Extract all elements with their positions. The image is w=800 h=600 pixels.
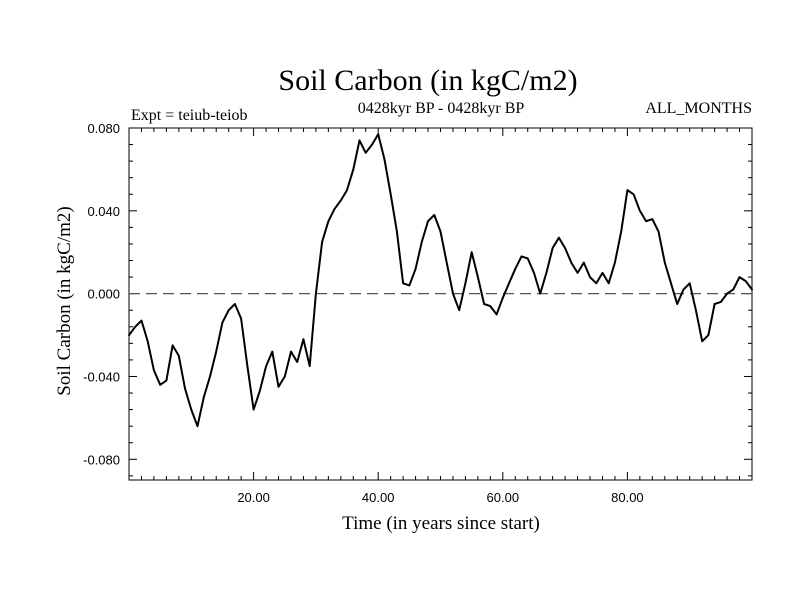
x-tick-label: 40.00 (362, 490, 395, 505)
y-tick-label: 0.080 (87, 121, 120, 136)
y-axis-label: Soil Carbon (in kgC/m2) (54, 206, 75, 395)
chart-subtitle: 0428kyr BP - 0428kyr BP (358, 100, 525, 117)
experiment-label: Expt = teiub-teiob (131, 107, 248, 124)
soil-carbon-series-line (128, 133, 753, 428)
x-tick-label: 60.00 (487, 490, 520, 505)
chart-title: Soil Carbon (in kgC/m2) (278, 64, 577, 97)
y-tick-label: -0.040 (83, 369, 120, 384)
y-tick-label: 0.000 (87, 287, 120, 302)
plot-area: 20.00 40.00 60.00 80.00 0.080 0.040 0.000 -0.04… (83, 121, 753, 505)
months-label: ALL_MONTHS (645, 100, 752, 117)
y-tick-label: -0.080 (83, 452, 120, 467)
y-tick-label: 0.040 (87, 204, 120, 219)
x-tick-label: 20.00 (237, 490, 270, 505)
x-tick-label: 80.00 (611, 490, 644, 505)
plot-frame (128, 127, 753, 481)
x-axis-label: Time (in years since start) (342, 513, 540, 534)
